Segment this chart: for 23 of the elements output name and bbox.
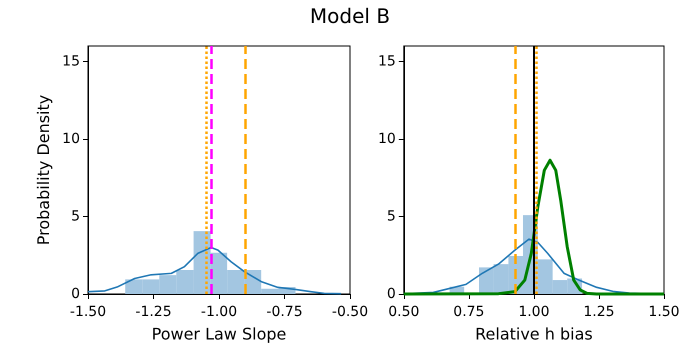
y-tick-label: 15 bbox=[378, 54, 396, 70]
x-tick-label: 1.50 bbox=[648, 304, 680, 320]
x-tick-label: 1.25 bbox=[583, 304, 615, 320]
x-tick-label: 1.00 bbox=[518, 304, 550, 320]
y-tick-label: 10 bbox=[378, 131, 396, 147]
x-axis-title: Relative h bias bbox=[475, 324, 593, 344]
line-series bbox=[87, 246, 342, 294]
x-axis-title: Power Law Slope bbox=[152, 324, 286, 344]
y-tick-label: 15 bbox=[62, 54, 80, 70]
y-axis-title: Probability Density bbox=[34, 94, 53, 246]
x-tick-label: -1.25 bbox=[135, 304, 172, 320]
y-tick-label: 0 bbox=[71, 286, 80, 302]
y-tick-label: 0 bbox=[386, 286, 396, 302]
x-tick-label: 0.50 bbox=[388, 304, 420, 320]
chart-title: Model B bbox=[308, 4, 392, 28]
y-tick-label: 5 bbox=[71, 208, 80, 224]
x-tick-label: 0.75 bbox=[453, 304, 484, 320]
x-tick-label: -1.50 bbox=[70, 304, 106, 320]
x-tick-label: -0.75 bbox=[266, 304, 303, 320]
y-tick-label: 10 bbox=[62, 131, 80, 147]
x-tick-label: -1.00 bbox=[200, 304, 238, 320]
x-tick-label: -0.50 bbox=[332, 304, 368, 320]
y-tick-label: 5 bbox=[386, 208, 396, 224]
